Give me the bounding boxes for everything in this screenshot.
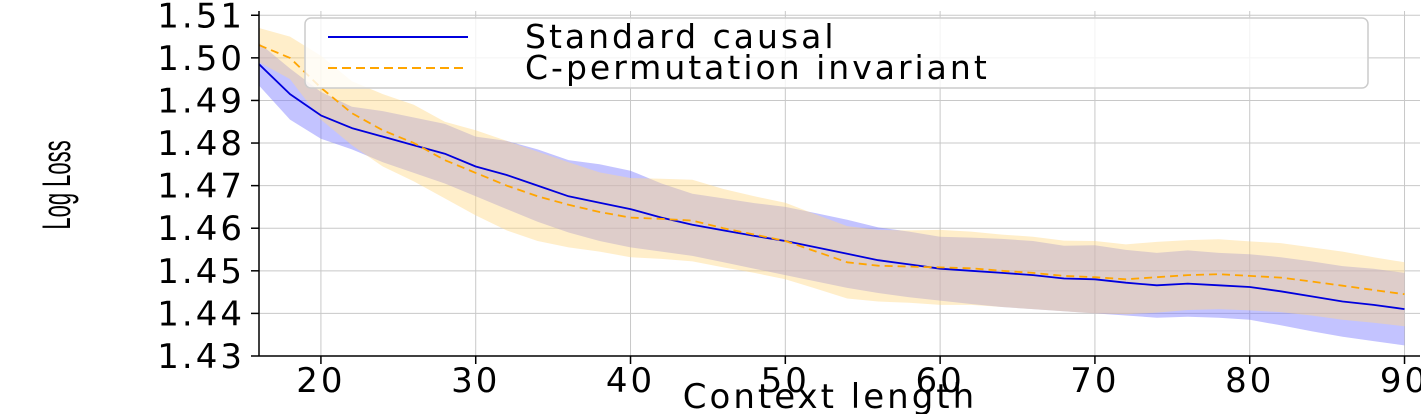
x-tick-label: 20 <box>296 361 345 401</box>
band-c-permutation-invariant <box>259 28 1405 327</box>
band-standard-causal <box>259 42 1405 346</box>
y-tick-label: 1.48 <box>157 124 245 164</box>
x-tick-label: 40 <box>606 361 655 401</box>
y-tick-label: 1.46 <box>157 209 245 249</box>
legend: Standard causal C-permutation invariant <box>304 17 1369 89</box>
y-axis-label: Log Loss <box>34 140 79 229</box>
x-tick-label: 30 <box>451 361 500 401</box>
confidence-bands <box>259 28 1405 346</box>
line-standard-causal <box>258 63 1405 310</box>
x-tick-label: 60 <box>915 361 964 401</box>
y-tick-label: 1.50 <box>157 39 245 79</box>
x-axis-ticks: 20 30 40 50 60 70 80 90 <box>296 356 1421 401</box>
legend-label-c-permutation-invariant: C-permutation invariant <box>525 48 990 87</box>
series-lines <box>258 44 1405 310</box>
y-tick-label: 1.47 <box>157 167 245 207</box>
y-tick-label: 1.45 <box>157 252 245 292</box>
x-tick-label: 90 <box>1380 361 1421 401</box>
x-axis-label: Context length <box>683 377 977 414</box>
y-tick-label: 1.51 <box>157 0 245 36</box>
y-tick-label: 1.43 <box>157 337 245 377</box>
y-tick-label: 1.49 <box>157 81 245 121</box>
axes-frame <box>258 11 1420 357</box>
x-tick-label: 70 <box>1070 361 1119 401</box>
y-tick-label: 1.44 <box>157 294 245 334</box>
y-axis-ticks: 1.431.441.451.461.471.481.491.501.51 <box>157 0 259 377</box>
line-c-permutation-invariant <box>258 44 1405 296</box>
x-tick-label: 80 <box>1225 361 1274 401</box>
legend-label-standard-causal: Standard causal <box>525 17 836 56</box>
legend-box <box>304 17 1369 89</box>
x-tick-label: 50 <box>761 361 810 401</box>
